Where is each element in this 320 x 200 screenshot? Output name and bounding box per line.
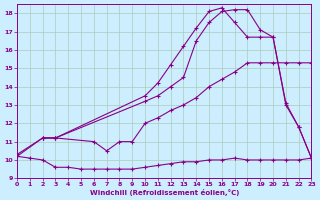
X-axis label: Windchill (Refroidissement éolien,°C): Windchill (Refroidissement éolien,°C) (90, 189, 239, 196)
